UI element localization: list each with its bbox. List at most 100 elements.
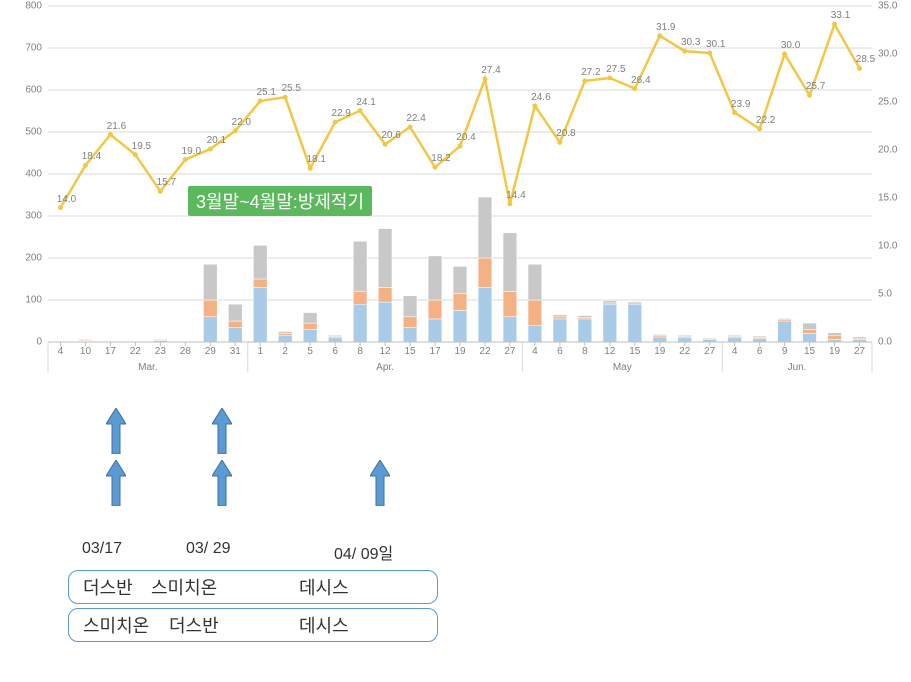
line-data-label: 21.6 xyxy=(107,121,126,132)
line-data-label: 27.4 xyxy=(481,65,500,76)
y2-axis-tick: 20.0 xyxy=(878,145,897,156)
period-badge: 3월말~4월말:방제적기 xyxy=(188,186,372,216)
x-axis-tick: 6 xyxy=(557,346,563,357)
line-data-label: 14.0 xyxy=(57,194,76,205)
line-data-label: 15.7 xyxy=(157,177,176,188)
line-data-label: 25.7 xyxy=(806,81,825,92)
x-axis-tick: 17 xyxy=(429,346,440,357)
x-axis-tick: 5 xyxy=(307,346,313,357)
line-data-label: 22.9 xyxy=(331,108,350,119)
line-data-label: 19.5 xyxy=(132,141,151,152)
line-data-label: 27.5 xyxy=(606,64,625,75)
treatment-cell: 데시스 xyxy=(299,574,359,600)
y-axis-tick: 600 xyxy=(25,85,42,96)
x-axis-tick: 4 xyxy=(732,346,738,357)
treatment-cell: 더스반 xyxy=(169,612,299,638)
line-data-label: 22.4 xyxy=(406,113,425,124)
line-data-label: 25.5 xyxy=(281,83,300,94)
line-data-label: 22.2 xyxy=(756,115,775,126)
month-label: Jun. xyxy=(788,362,807,373)
month-label: May xyxy=(613,362,632,373)
treatment-date-label: 04/ 09일 xyxy=(334,540,393,564)
treatment-cell: 스미치온 xyxy=(151,574,299,600)
line-data-label: 20.8 xyxy=(556,128,575,139)
x-axis-tick: 12 xyxy=(380,346,391,357)
line-data-label: 27.2 xyxy=(581,67,600,78)
y-axis-tick: 100 xyxy=(25,295,42,306)
treatment-row: 스미치온더스반데시스 xyxy=(68,608,438,642)
x-axis-tick: 6 xyxy=(757,346,763,357)
x-axis-tick: 27 xyxy=(704,346,715,357)
x-axis-tick: 8 xyxy=(582,346,588,357)
treatment-date-label: 03/ 29 xyxy=(186,540,230,558)
x-axis-tick: 10 xyxy=(80,346,91,357)
y-axis-tick: 500 xyxy=(25,127,42,138)
x-axis-tick: 31 xyxy=(230,346,241,357)
line-data-label: 19.0 xyxy=(182,146,201,157)
up-arrow-icon xyxy=(106,460,126,506)
line-data-label: 18.4 xyxy=(82,151,101,162)
line-data-label: 14.4 xyxy=(506,190,525,201)
x-axis-tick: 17 xyxy=(105,346,116,357)
month-label: Apr. xyxy=(376,362,394,373)
x-axis-tick: 12 xyxy=(604,346,615,357)
x-axis-tick: 2 xyxy=(282,346,288,357)
x-axis-tick: 8 xyxy=(357,346,363,357)
y-axis-tick: 300 xyxy=(25,211,42,222)
y-axis-tick: 700 xyxy=(25,43,42,54)
line-data-label: 20.1 xyxy=(207,135,226,146)
line-data-label: 28.5 xyxy=(856,54,875,65)
chart-container: 0 100 200 300 400 500 600 700 800 0.0 5.0 10.0 15.0 2… xyxy=(0,0,911,682)
x-axis-tick: 9 xyxy=(782,346,788,357)
up-arrow-icon xyxy=(370,460,390,506)
line-data-label: 31.9 xyxy=(656,22,675,33)
y-axis-tick: 200 xyxy=(25,253,42,264)
x-axis-tick: 23 xyxy=(155,346,166,357)
line-data-label: 24.1 xyxy=(356,97,375,108)
x-axis-tick: 15 xyxy=(629,346,640,357)
y-axis-tick: 400 xyxy=(25,169,42,180)
y2-axis-tick: 15.0 xyxy=(878,193,897,204)
y2-axis-tick: 25.0 xyxy=(878,97,897,108)
x-axis-tick: 4 xyxy=(58,346,64,357)
y2-axis-tick: 0.0 xyxy=(878,337,892,348)
x-axis-tick: 22 xyxy=(479,346,490,357)
x-axis-tick: 22 xyxy=(130,346,141,357)
y2-axis-tick: 10.0 xyxy=(878,241,897,252)
x-axis-tick: 22 xyxy=(679,346,690,357)
x-axis-tick: 27 xyxy=(504,346,515,357)
x-axis-tick: 15 xyxy=(404,346,415,357)
y2-axis-tick: 35.0 xyxy=(878,1,897,12)
line-data-label: 33.1 xyxy=(831,10,850,21)
line-data-label: 18.2 xyxy=(431,153,450,164)
treatment-date-label: 03/17 xyxy=(82,540,122,558)
x-axis-tick: 28 xyxy=(180,346,191,357)
x-axis-tick: 27 xyxy=(854,346,865,357)
x-axis-tick: 19 xyxy=(654,346,665,357)
y-axis-tick: 0 xyxy=(36,337,42,348)
line-data-label: 25.1 xyxy=(257,87,276,98)
month-label: Mar. xyxy=(138,362,157,373)
line-data-label: 20.4 xyxy=(456,132,475,143)
up-arrow-icon xyxy=(212,460,232,506)
line-data-label: 30.0 xyxy=(781,40,800,51)
x-axis-tick: 15 xyxy=(804,346,815,357)
line-data-label: 22.0 xyxy=(232,117,251,128)
treatment-cell: 스미치온 xyxy=(83,612,169,638)
y2-axis-tick: 5.0 xyxy=(878,289,892,300)
x-axis-tick: 1 xyxy=(257,346,263,357)
y2-axis-tick: 30.0 xyxy=(878,49,897,60)
x-axis-tick: 19 xyxy=(454,346,465,357)
line-data-label: 30.1 xyxy=(706,39,725,50)
x-axis-tick: 19 xyxy=(829,346,840,357)
up-arrow-icon xyxy=(212,408,232,454)
treatment-cell: 더스반 xyxy=(83,574,151,600)
up-arrow-icon xyxy=(106,408,126,454)
line-data-label: 18.1 xyxy=(306,154,325,165)
y-axis-tick: 800 xyxy=(25,1,42,12)
line-data-label: 26.4 xyxy=(631,75,650,86)
treatment-row: 더스반스미치온데시스 xyxy=(68,570,438,604)
treatment-cell: 데시스 xyxy=(299,612,359,638)
x-axis-tick: 29 xyxy=(205,346,216,357)
line-data-label: 20.6 xyxy=(381,130,400,141)
